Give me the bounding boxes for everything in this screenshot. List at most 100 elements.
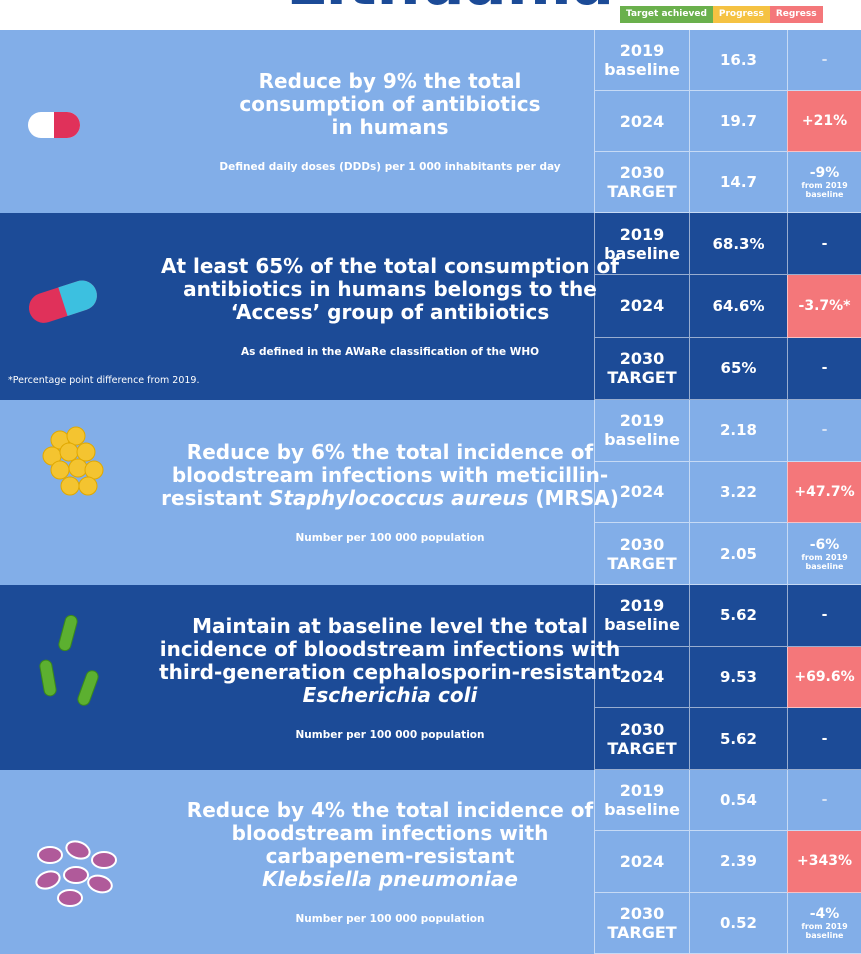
value-cell: 3.22 [689,461,787,524]
value: 14.7 [719,173,757,191]
legend-item: Target achieved [620,6,713,23]
value-cell: 2.39 [689,831,787,893]
year: 2019 [619,224,665,244]
change: - [821,730,828,747]
change-cell: +47.7% [787,461,861,524]
section: Reduce by 9% the total consumption of ant… [0,30,861,213]
heading-line: bloodstream infections with meticillin- [172,464,608,487]
change-cell: -6% from 2019 baseline [787,523,861,585]
section-text: Maintain at baseline level the total inci… [159,585,621,770]
value: 68.3% [712,234,765,253]
change: - [821,422,828,439]
heading-run: third-generation cephalosporin-resistant [159,659,621,684]
change: -3.7%* [798,297,851,314]
year-label: TARGET [607,553,677,573]
year-cell: 2019 baseline [594,213,689,276]
year-cell: 2024 [594,461,689,524]
change: - [821,235,828,252]
value-cell: 0.54 [689,770,787,832]
heading-run: Klebsiella pneumoniae [262,867,518,891]
change-cell: - [787,400,861,462]
value-cell: 2.18 [689,400,787,462]
heading-line: incidence of bloodstream infections with [159,636,621,661]
change: +47.7% [794,483,855,500]
year: 2019 [619,411,665,431]
heading-run: Reduce by 6% the total incidence of [186,440,594,464]
section-text: Reduce by 4% the total incidence of blood… [170,770,610,954]
change-cell: - [787,708,861,770]
year-label: TARGET [607,368,677,388]
year: 2019 [619,41,665,60]
year: 2030 [619,903,665,923]
heading-run: consumption of antibiotics [239,92,541,116]
year: 2030 [619,534,665,554]
subtitle: Number per 100 000 population [295,532,485,544]
heading-run: incidence of bloodstream infections with [159,636,621,661]
value-cell: 16.3 [689,30,787,91]
value: 0.54 [719,791,757,810]
value-cell: 19.7 [689,91,787,152]
heading-run: ‘Access’ group of antibiotics [230,300,550,324]
year: 2024 [619,851,665,871]
change-cell: -4% from 2019 baseline [787,892,861,954]
heading-line: third-generation cephalosporin-resistant [159,659,621,684]
year: 2024 [619,667,665,687]
section: Reduce by 4% the total incidence of blood… [0,770,861,954]
year: 2024 [619,111,665,131]
section: Maintain at baseline level the total inci… [0,585,861,770]
year: 2030 [619,719,665,739]
year: 2019 [619,781,665,801]
value-cell: 2.05 [689,523,787,585]
heading-run: in humans [331,115,449,139]
year: 2030 [619,163,665,182]
year-cell: 2030 TARGET [594,708,689,770]
heading-run: bloodstream infections with [231,821,549,845]
change-cell: - [787,770,861,832]
heading-line: Reduce by 9% the total [259,70,522,93]
change-note: from 2019 baseline [801,552,848,571]
year-cell: 2030 TARGET [594,152,689,213]
section: At least 65% of the total consumption of… [0,213,861,400]
change-cell: - [787,585,861,647]
subtitle: Number per 100 000 population [295,728,485,741]
year-cell: 2024 [594,646,689,709]
value: 2.05 [719,544,757,563]
heading-run: antibiotics in humans belongs to the [183,277,597,301]
year-label: TARGET [607,182,677,201]
subtitle: Number per 100 000 population [295,913,485,925]
year: 2024 [619,296,665,316]
heading-run: carbapenem-resistant [265,844,515,868]
year-label: TARGET [607,922,677,942]
change-cell: - [787,30,861,91]
year-cell: 2024 [594,91,689,152]
value-cell: 14.7 [689,152,787,213]
change: -4% [809,905,840,922]
value-cell: 65% [689,337,787,400]
year: 2030 [619,349,665,369]
year-label: baseline [604,243,680,263]
note: *Percentage point difference from 2019. [8,375,200,386]
year-label: TARGET [607,738,677,758]
year-cell: 2030 TARGET [594,523,689,585]
value: 5.62 [719,729,757,748]
section-text: Reduce by 6% the total incidence of blood… [161,400,619,585]
year-cell: 2030 TARGET [594,892,689,954]
heading-line: Maintain at baseline level the total [192,614,588,638]
value-cell: 5.62 [689,708,787,770]
year-cell: 2019 baseline [594,770,689,832]
year-label: baseline [604,615,680,635]
year-label: baseline [604,60,680,79]
heading-line: resistant Staphylococcus aureus (MRSA) [161,487,619,510]
change: - [821,52,828,68]
title: Lithuania [0,0,861,18]
value-cell: 68.3% [689,213,787,276]
section: Reduce by 6% the total incidence of blood… [0,400,861,585]
year-cell: 2019 baseline [594,400,689,462]
change: +343% [797,853,852,870]
value: 19.7 [719,112,757,130]
change: - [821,607,828,624]
section-text: At least 65% of the total consumption of… [161,213,619,400]
value: 9.53 [719,667,757,686]
subtitle: Defined daily doses (DDDs) per 1 000 inh… [219,161,561,173]
value: 64.6% [712,296,765,315]
